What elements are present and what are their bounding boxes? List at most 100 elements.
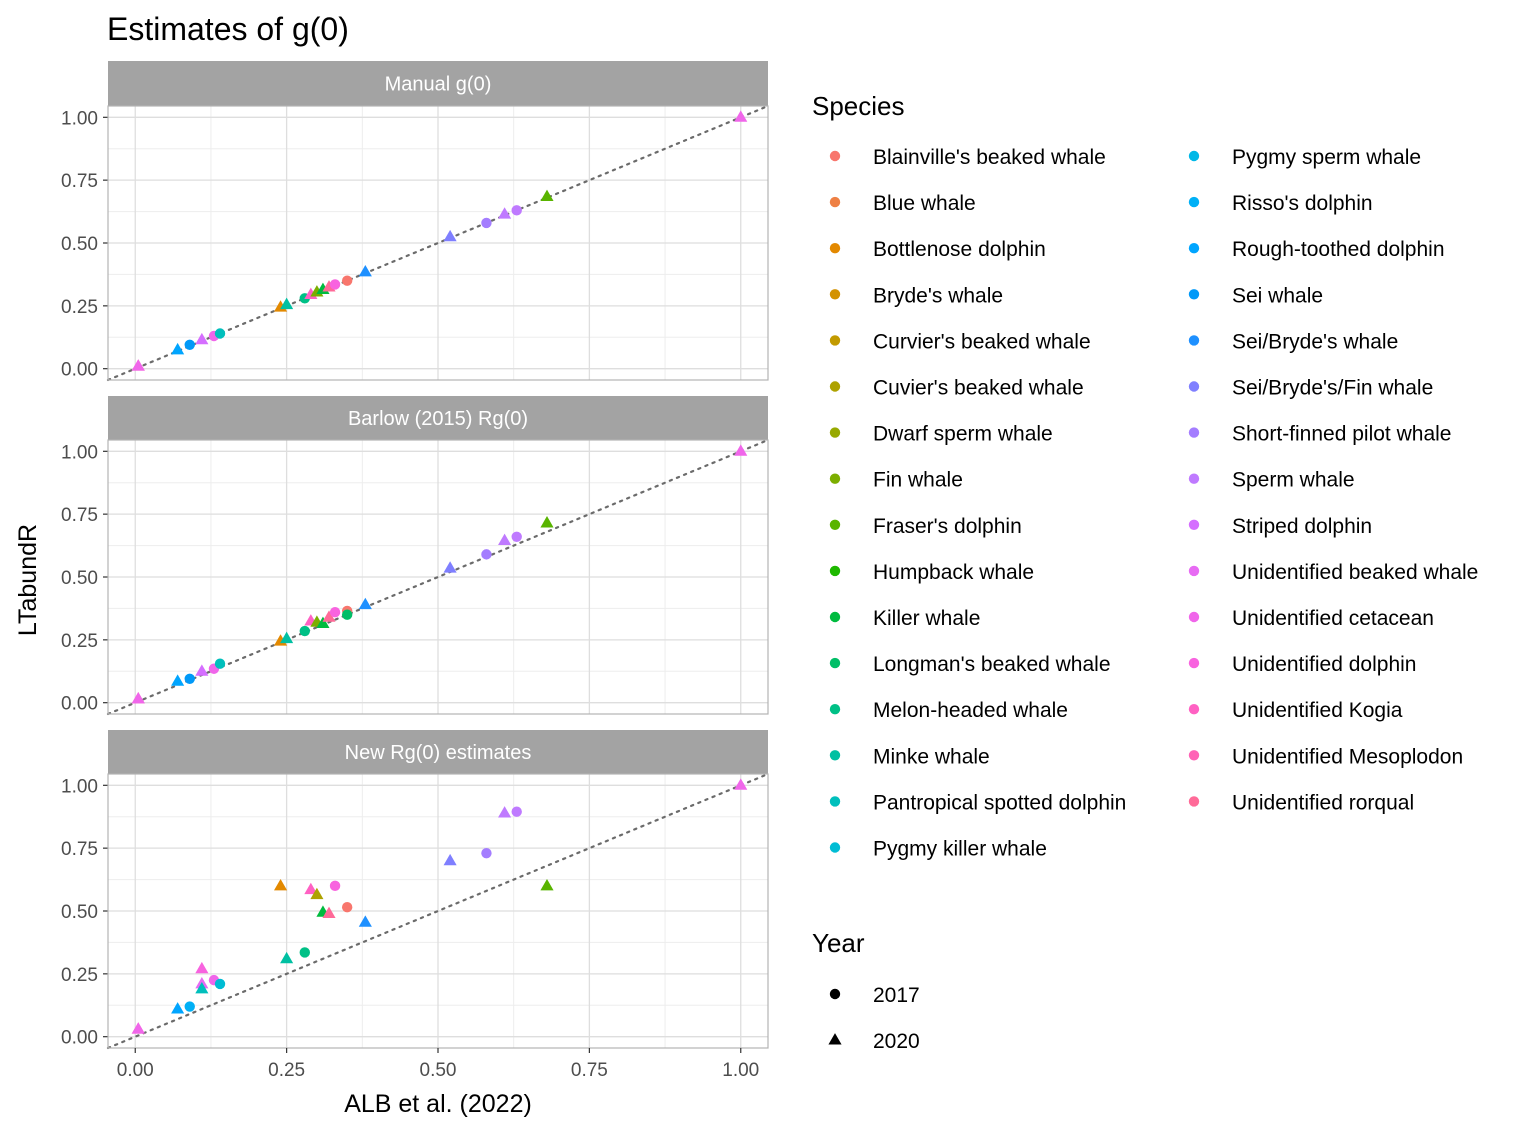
species-legend-label: Blue whale bbox=[873, 192, 976, 215]
data-point-2017 bbox=[481, 549, 492, 560]
data-point-2020 bbox=[540, 878, 554, 891]
data-point-2017 bbox=[214, 658, 226, 669]
data-point-2020 bbox=[195, 982, 209, 994]
species-legend-label: Killer whale bbox=[873, 607, 980, 630]
year-legend-key-circle bbox=[829, 988, 841, 1000]
species-legend-key bbox=[1188, 611, 1200, 623]
data-point-2017 bbox=[214, 328, 226, 339]
data-point-2020 bbox=[280, 951, 294, 964]
y-tick-label: 0.00 bbox=[61, 1028, 98, 1049]
legend: Species Blainville's beaked whale Blue wh… bbox=[812, 91, 1478, 1053]
species-legend-label: Rough-toothed dolphin bbox=[1232, 238, 1445, 261]
data-point-2020 bbox=[443, 561, 457, 573]
data-point-2017 bbox=[511, 806, 522, 817]
species-legend-label: Curvier's beaked whale bbox=[873, 330, 1091, 353]
panel-border bbox=[107, 105, 769, 381]
data-point-2017 bbox=[299, 947, 310, 958]
species-legend-key bbox=[829, 750, 841, 761]
data-point-2017 bbox=[329, 880, 341, 892]
panel-3: New Rg(0) estimates 0.00 0.25 0.50 0.75 1.00 bbox=[61, 730, 770, 1050]
species-legend-label: Blainville's beaked whale bbox=[873, 146, 1106, 169]
data-point-2017 bbox=[184, 1001, 195, 1012]
species-legend-label: Sei whale bbox=[1232, 284, 1323, 307]
y-tick-label: 1.00 bbox=[61, 776, 98, 797]
data-point-2020 bbox=[734, 444, 748, 456]
species-legend-label: Fin whale bbox=[873, 469, 963, 492]
data-point-2020 bbox=[358, 265, 372, 277]
panel-strip bbox=[108, 396, 768, 440]
data-point-2017 bbox=[184, 339, 195, 351]
data-point-2020 bbox=[304, 882, 318, 895]
species-legend-key bbox=[829, 335, 841, 346]
data-point-2017 bbox=[341, 902, 353, 913]
chart-title: Estimates of g(0) bbox=[107, 11, 349, 47]
data-point-2020 bbox=[131, 1022, 145, 1034]
data-point-2020 bbox=[195, 332, 209, 345]
y-tick-label: 0.25 bbox=[61, 297, 98, 318]
data-point-2020 bbox=[498, 533, 512, 546]
year-legend-title: Year bbox=[812, 928, 865, 958]
species-legend-label: Minke whale bbox=[873, 745, 990, 768]
data-point-2020 bbox=[274, 878, 288, 891]
data-point-2020 bbox=[171, 674, 185, 686]
data-point-2020 bbox=[540, 189, 554, 201]
data-point-2020 bbox=[358, 915, 372, 927]
y-tick-label: 0.75 bbox=[61, 505, 98, 526]
reference-line bbox=[106, 104, 770, 382]
y-tick-label: 1.00 bbox=[61, 108, 98, 129]
data-point-2020 bbox=[171, 342, 185, 355]
panel-2: Barlow (2015) Rg(0) 0.00 0.25 0.50 0.75 1.00 bbox=[61, 396, 770, 716]
species-legend-label: Unidentified dolphin bbox=[1232, 653, 1416, 676]
data-point-2020 bbox=[498, 806, 512, 818]
reference-line bbox=[106, 438, 770, 716]
data-point-2017 bbox=[341, 275, 353, 286]
species-legend-key bbox=[1188, 289, 1200, 300]
y-tick-label: 0.75 bbox=[61, 839, 98, 860]
data-point-2020 bbox=[734, 778, 748, 790]
year-legend-key-triangle bbox=[828, 1033, 842, 1045]
data-point-2020 bbox=[131, 359, 145, 371]
panel-title: Barlow (2015) Rg(0) bbox=[348, 408, 528, 430]
data-point-2020 bbox=[322, 610, 336, 622]
x-tick-label: 1.00 bbox=[722, 1060, 759, 1081]
data-point-2017 bbox=[329, 606, 341, 618]
y-axis-title: LTabundR bbox=[14, 524, 42, 636]
reference-line bbox=[106, 772, 770, 1050]
species-legend-key bbox=[1188, 381, 1200, 392]
data-point-2017 bbox=[299, 625, 310, 637]
species-legend-label: Cuvier's beaked whale bbox=[873, 377, 1084, 400]
year-legend-label: 2020 bbox=[873, 1030, 920, 1053]
data-point-2017 bbox=[341, 609, 353, 620]
data-point-2017 bbox=[481, 847, 492, 859]
species-legend-key bbox=[829, 473, 841, 484]
species-legend-label: Fraser's dolphin bbox=[873, 515, 1022, 538]
species-legend-label: Pygmy killer whale bbox=[873, 838, 1047, 861]
species-legend-key bbox=[829, 796, 841, 807]
species-legend-key bbox=[829, 381, 841, 392]
panel-strip bbox=[108, 730, 768, 774]
y-tick-label: 0.50 bbox=[61, 234, 98, 255]
y-tick-label: 0.00 bbox=[61, 360, 98, 381]
x-tick-label: 0.50 bbox=[420, 1060, 457, 1081]
data-point-2020 bbox=[443, 229, 457, 242]
species-legend-key bbox=[829, 196, 841, 208]
species-legend-key bbox=[1188, 150, 1200, 162]
y-tick-label: 0.50 bbox=[61, 902, 98, 923]
panel-1: Manual g(0) 0.00 0.25 0.50 0.75 1.00 bbox=[61, 61, 770, 382]
data-point-2020 bbox=[734, 110, 748, 122]
species-legend-label: Dwarf sperm whale bbox=[873, 423, 1053, 446]
data-point-2020 bbox=[540, 516, 554, 528]
data-point-2017 bbox=[214, 978, 226, 990]
species-legend-label: Unidentified cetacean bbox=[1232, 607, 1434, 630]
data-point-2020 bbox=[195, 664, 209, 676]
species-legend-label: Unidentified rorqual bbox=[1232, 791, 1414, 814]
species-legend-key bbox=[829, 150, 841, 162]
data-point-2017 bbox=[511, 531, 522, 542]
species-legend-label: Sei/Bryde's whale bbox=[1232, 330, 1398, 353]
data-point-2020 bbox=[195, 961, 209, 974]
species-legend-label: Unidentified Mesoplodon bbox=[1232, 745, 1463, 768]
species-legend-label: Bryde's whale bbox=[873, 284, 1003, 307]
x-tick-label: 0.25 bbox=[268, 1060, 305, 1081]
